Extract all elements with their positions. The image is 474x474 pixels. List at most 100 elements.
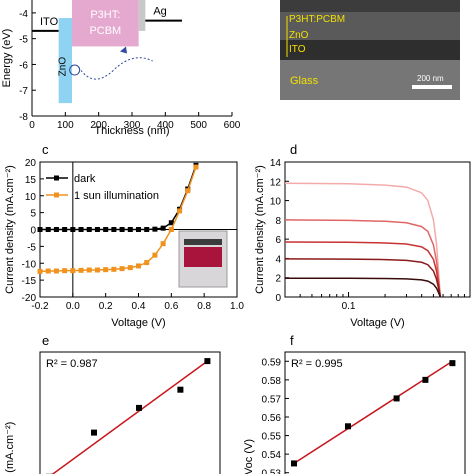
a-hole-marker xyxy=(69,64,81,76)
c-series-marker xyxy=(119,227,125,232)
panel-c-jv-curves: -20 -15 -10 -5 0 5 10 15 20 -0.2 0.0 0.2 0.4 0.6 0.8 1.… xyxy=(4,158,244,329)
sem-label-active: P3HT:PCBM xyxy=(289,14,345,25)
a-x-tick-label: 500 xyxy=(190,120,207,131)
c-series-marker xyxy=(86,227,92,232)
c-series-marker xyxy=(78,227,84,232)
d-y-tick-label: 6 xyxy=(275,235,281,246)
panel-label-d: d xyxy=(290,142,297,157)
panel-label-c: c xyxy=(42,142,49,157)
c-series-marker xyxy=(103,267,109,273)
f-fit-line xyxy=(293,360,453,465)
a-x-tick-label: 200 xyxy=(90,120,107,131)
sem-top-layer xyxy=(280,0,460,12)
c-series-marker xyxy=(45,227,51,232)
a-y-tick-label: -6 xyxy=(19,60,28,71)
c-x-tick-label: 1.0 xyxy=(230,301,244,312)
c-series-marker xyxy=(136,227,141,232)
c-series-marker xyxy=(160,241,166,247)
c-series-marker xyxy=(62,268,68,274)
c-legend-marker xyxy=(54,192,59,198)
sem-scalebar xyxy=(412,85,452,89)
panel-d-jv-log: 0 2 4 6 8 10 12 14 0.1 Current density (mA.cm⁻²) V… xyxy=(254,158,471,329)
a-arrow-head xyxy=(120,46,127,54)
c-series-marker xyxy=(152,226,158,232)
c-series-marker xyxy=(144,227,150,232)
c-series-marker xyxy=(127,265,133,271)
a-level-label: Ag xyxy=(153,6,166,18)
c-x-axis-label: Voltage (V) xyxy=(111,317,165,329)
c-series-marker xyxy=(53,227,59,232)
e-data-point xyxy=(204,358,211,365)
c-series-marker xyxy=(94,227,100,232)
a-band-label: ZnO xyxy=(57,57,68,77)
c-y-tick-label: 5 xyxy=(30,209,36,220)
a-x-axis-label: Thickness (nm) xyxy=(94,125,169,137)
c-series-marker xyxy=(119,266,125,272)
a-level-label: ITO xyxy=(40,16,59,28)
c-y-tick-label: 15 xyxy=(25,175,37,186)
sem-ito-layer xyxy=(280,40,460,60)
a-y-tick-label: -5 xyxy=(19,35,28,46)
c-y-tick-label: -20 xyxy=(22,293,37,304)
c-x-tick-label: -0.2 xyxy=(31,301,49,312)
d-x-tick-label: 0.1 xyxy=(342,301,356,312)
c-y-tick-label: 10 xyxy=(25,192,37,203)
a-band-block xyxy=(138,0,146,31)
c-series-marker xyxy=(45,268,51,274)
sem-label-ito: ITO xyxy=(289,44,306,55)
c-x-tick-label: 0.0 xyxy=(66,301,80,312)
a-x-tick-label: 0 xyxy=(29,120,35,131)
a-x-tick-label: 100 xyxy=(57,120,74,131)
c-inset-device xyxy=(184,247,222,267)
e-data-point xyxy=(91,429,97,436)
d-y-tick-label: 4 xyxy=(275,254,281,265)
c-series-marker xyxy=(127,227,133,232)
f-r2-annotation: R² = 0.995 xyxy=(291,358,343,370)
d-series-line xyxy=(284,258,442,298)
f-y-tick-label: 0.54 xyxy=(262,450,282,461)
e-y-axis-label: Jsc (mA.cm⁻²) xyxy=(4,422,16,474)
sem-label-zno: ZnO xyxy=(289,30,309,41)
f-y-tick-label: 0.53 xyxy=(262,469,282,474)
c-series-marker xyxy=(168,227,174,232)
c-series-line xyxy=(39,166,197,273)
a-y-tick-label: -8 xyxy=(19,112,28,123)
e-data-point xyxy=(177,386,184,393)
c-y-tick-label: -15 xyxy=(22,276,37,287)
d-y-tick-label: 2 xyxy=(275,274,281,285)
c-x-tick-label: 0.8 xyxy=(197,301,211,312)
panel-e-jsc-fit: R² = 0.987 Jsc (mA.cm⁻²) xyxy=(4,351,221,474)
a-y-axis-label: Energy (eV) xyxy=(1,29,13,88)
c-y-tick-label: -5 xyxy=(27,242,36,253)
c-series-marker xyxy=(185,188,191,194)
c-series-marker xyxy=(62,227,68,232)
a-band-label: P3HT: xyxy=(90,9,120,21)
d-series-line xyxy=(284,277,442,298)
d-y-tick-label: 0 xyxy=(275,293,281,304)
c-y-axis-label: Current density (mA.cm⁻²) xyxy=(4,165,16,294)
a-y-tick-label: -7 xyxy=(19,86,28,97)
d-series-line xyxy=(284,241,442,298)
c-inset-electrodes xyxy=(184,239,222,245)
c-x-tick-label: 0.6 xyxy=(164,301,178,312)
c-series-marker xyxy=(103,227,109,232)
a-x-tick-label: 600 xyxy=(224,120,241,131)
f-data-point xyxy=(345,423,351,430)
a-y-tick-label: -4 xyxy=(19,9,28,20)
c-y-tick-label: 0 xyxy=(30,226,36,237)
f-y-tick-label: 0.59 xyxy=(262,357,282,368)
c-series-marker xyxy=(144,260,150,266)
c-series-marker xyxy=(177,208,183,214)
c-series-marker xyxy=(160,225,166,231)
c-series-marker xyxy=(53,268,59,274)
c-series-marker xyxy=(37,227,43,232)
a-x-tick-label: 400 xyxy=(157,120,174,131)
sem-active-layer xyxy=(280,12,460,40)
f-data-point xyxy=(449,360,456,367)
c-y-tick-label: -10 xyxy=(22,259,37,270)
panel-label-e: e xyxy=(42,333,49,348)
c-series-marker xyxy=(111,266,117,272)
d-frame xyxy=(284,161,471,298)
e-r2-annotation: R² = 0.987 xyxy=(46,358,98,370)
